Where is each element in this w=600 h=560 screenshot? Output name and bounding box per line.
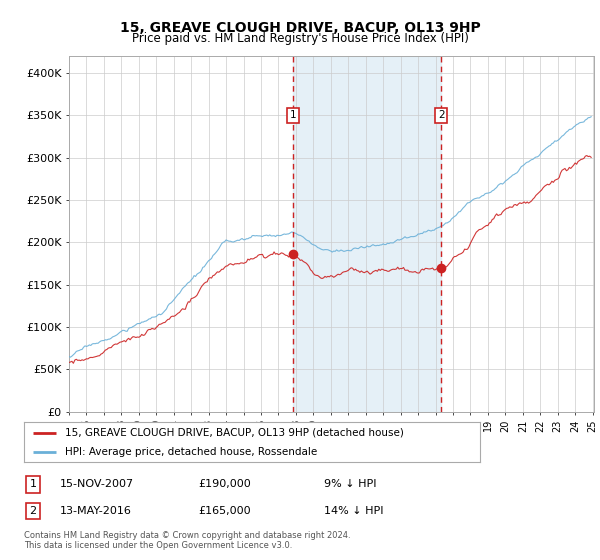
Text: 1: 1 xyxy=(29,479,37,489)
Text: 15-NOV-2007: 15-NOV-2007 xyxy=(60,479,134,489)
Text: Contains HM Land Registry data © Crown copyright and database right 2024.
This d: Contains HM Land Registry data © Crown c… xyxy=(24,531,350,550)
Text: £190,000: £190,000 xyxy=(198,479,251,489)
Text: 9% ↓ HPI: 9% ↓ HPI xyxy=(324,479,377,489)
Text: 2: 2 xyxy=(29,506,37,516)
Text: 13-MAY-2016: 13-MAY-2016 xyxy=(60,506,132,516)
Bar xyxy=(293,56,442,412)
Text: 2: 2 xyxy=(438,110,445,120)
Text: 15, GREAVE CLOUGH DRIVE, BACUP, OL13 9HP (detached house): 15, GREAVE CLOUGH DRIVE, BACUP, OL13 9HP… xyxy=(65,428,404,438)
Text: Price paid vs. HM Land Registry's House Price Index (HPI): Price paid vs. HM Land Registry's House … xyxy=(131,32,469,45)
Text: £165,000: £165,000 xyxy=(198,506,251,516)
Text: 1: 1 xyxy=(290,110,296,120)
Text: HPI: Average price, detached house, Rossendale: HPI: Average price, detached house, Ross… xyxy=(65,447,317,457)
Text: 14% ↓ HPI: 14% ↓ HPI xyxy=(324,506,383,516)
Text: 15, GREAVE CLOUGH DRIVE, BACUP, OL13 9HP: 15, GREAVE CLOUGH DRIVE, BACUP, OL13 9HP xyxy=(119,21,481,35)
